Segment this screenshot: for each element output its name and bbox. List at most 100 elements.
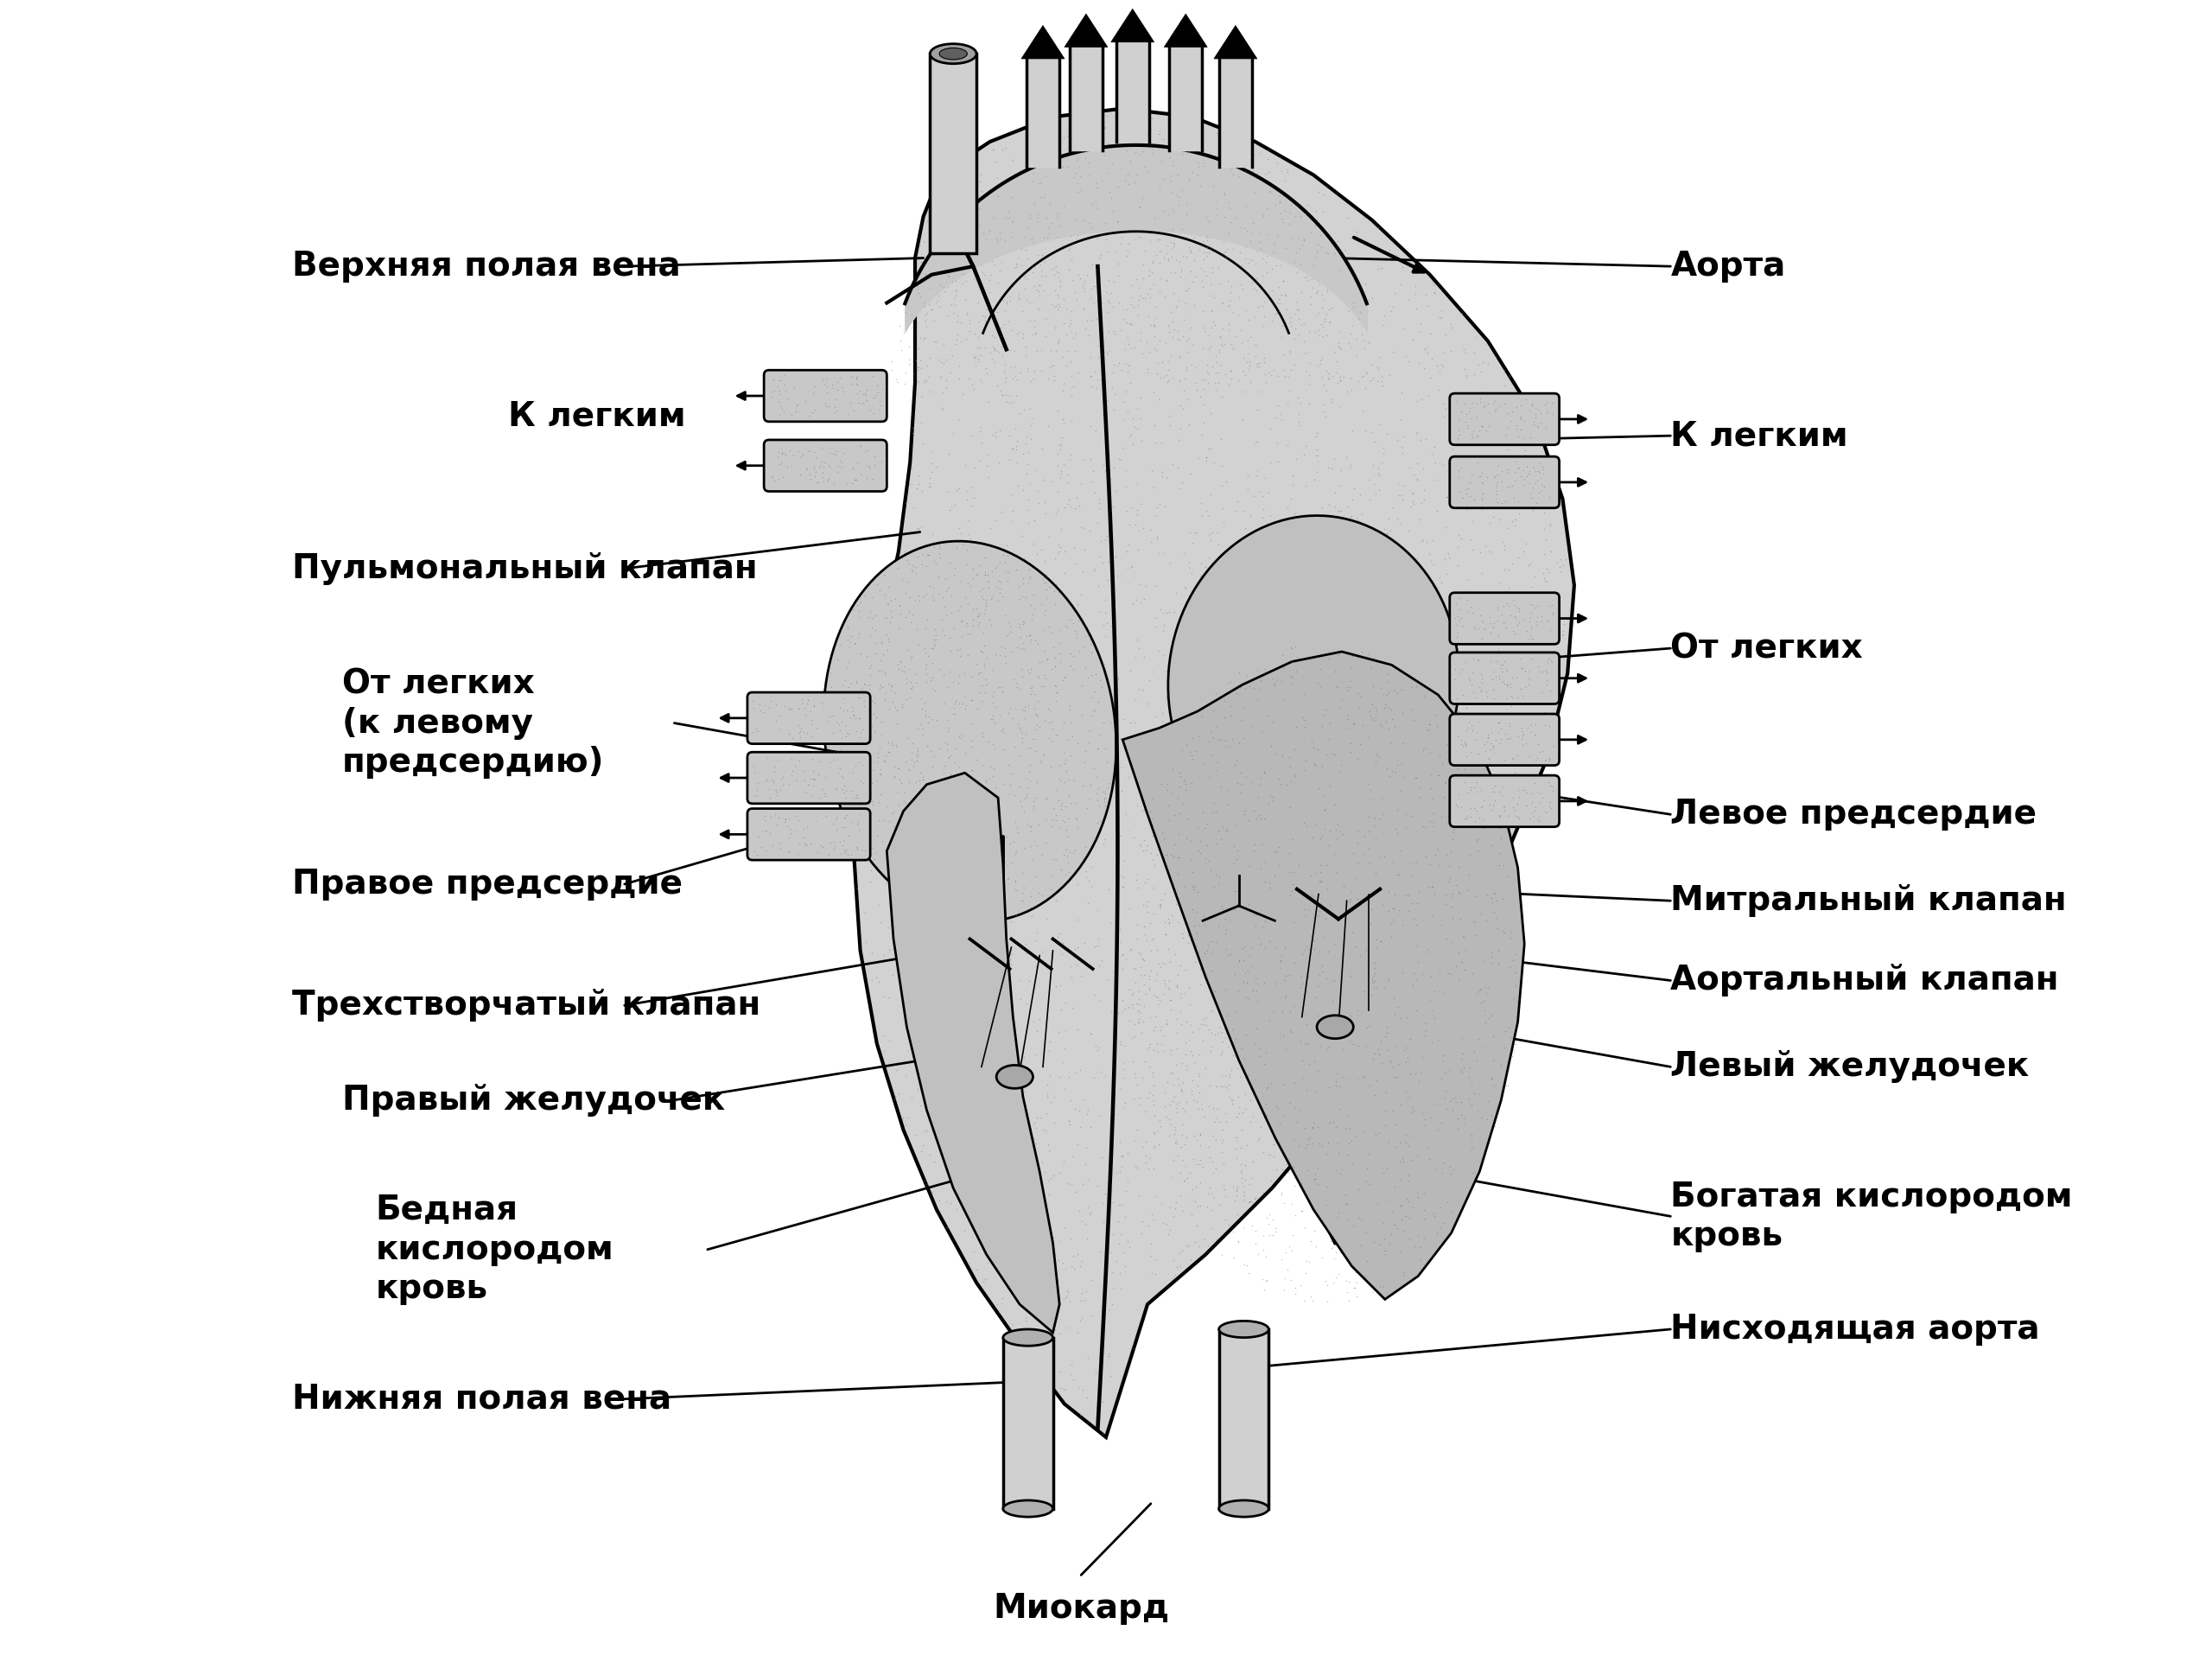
Point xyxy=(799,459,834,485)
Point xyxy=(1303,281,1338,307)
Point xyxy=(1360,354,1396,381)
Point xyxy=(969,863,1004,889)
Point xyxy=(1303,347,1338,374)
Point xyxy=(1491,632,1526,658)
Point xyxy=(1279,713,1314,740)
Point xyxy=(1073,286,1108,312)
Point xyxy=(1385,942,1420,969)
Point xyxy=(1144,765,1179,791)
Point xyxy=(1157,1261,1192,1288)
Point xyxy=(1004,608,1040,635)
Point xyxy=(1440,891,1475,917)
Point xyxy=(1325,525,1360,552)
Point xyxy=(1464,670,1500,696)
Point xyxy=(1422,853,1458,879)
Point xyxy=(1225,801,1261,828)
Point xyxy=(1119,861,1155,888)
Point xyxy=(1310,1140,1345,1167)
Point xyxy=(956,1060,991,1087)
Point xyxy=(1208,1207,1243,1233)
Point xyxy=(843,720,878,746)
Point xyxy=(1265,268,1301,294)
Point xyxy=(847,688,883,715)
Point xyxy=(1225,406,1261,432)
Point xyxy=(1391,1188,1427,1215)
Point xyxy=(933,760,969,786)
Point xyxy=(1400,1183,1436,1210)
Point xyxy=(1113,553,1148,580)
Point xyxy=(1270,1100,1305,1127)
Point xyxy=(1110,231,1146,258)
Point xyxy=(1164,259,1199,286)
Point xyxy=(1042,1360,1077,1386)
Point xyxy=(1031,1326,1066,1353)
Point xyxy=(1486,462,1522,489)
Point xyxy=(989,642,1024,668)
Point xyxy=(814,675,849,701)
Point xyxy=(1133,911,1168,937)
Point xyxy=(790,771,825,798)
Point xyxy=(1504,735,1540,761)
Point xyxy=(856,748,891,774)
Point xyxy=(1451,715,1486,741)
Point xyxy=(1259,838,1294,864)
Point xyxy=(1232,673,1267,700)
Point xyxy=(1367,691,1402,718)
Point xyxy=(1022,170,1057,196)
Point xyxy=(975,788,1011,814)
Point xyxy=(1009,720,1044,746)
Point xyxy=(1144,891,1179,917)
Point xyxy=(1121,274,1157,301)
Point xyxy=(1128,725,1164,751)
Point xyxy=(779,766,814,793)
Point xyxy=(1031,627,1066,653)
Point xyxy=(1172,1158,1208,1185)
Point xyxy=(1380,796,1416,823)
Point xyxy=(872,670,907,696)
Point xyxy=(1126,756,1161,783)
Point xyxy=(1020,883,1055,909)
Point xyxy=(1453,794,1489,821)
Point xyxy=(1301,1054,1336,1080)
Point xyxy=(816,746,852,773)
Point xyxy=(1237,838,1272,864)
Point xyxy=(1363,927,1398,954)
Point xyxy=(1126,947,1161,974)
Point xyxy=(1011,622,1046,648)
Point xyxy=(1237,553,1272,580)
Point xyxy=(1480,743,1515,770)
Point xyxy=(1254,932,1290,959)
Point xyxy=(1413,874,1449,901)
Point xyxy=(1203,826,1239,853)
Point xyxy=(964,856,1000,883)
Point xyxy=(900,715,936,741)
Point xyxy=(1097,957,1133,984)
Point xyxy=(984,673,1020,700)
Point xyxy=(1232,926,1267,952)
Point xyxy=(1371,897,1407,924)
Point xyxy=(1358,826,1394,853)
Point xyxy=(1040,199,1075,226)
Point xyxy=(1018,952,1053,979)
Point xyxy=(1431,914,1467,941)
Point xyxy=(1144,1014,1179,1040)
Point xyxy=(911,542,947,568)
Point xyxy=(1186,228,1221,254)
Point xyxy=(925,170,960,196)
Point xyxy=(783,686,818,713)
Point xyxy=(1006,892,1042,919)
Point xyxy=(1119,793,1155,819)
Point xyxy=(960,603,995,630)
Point xyxy=(993,618,1029,645)
Point xyxy=(964,429,1000,455)
Point xyxy=(1071,686,1106,713)
Point xyxy=(1048,665,1084,691)
Point xyxy=(1535,676,1571,703)
Point xyxy=(1206,239,1241,266)
Point xyxy=(1018,319,1053,346)
Point xyxy=(1349,771,1385,798)
Point xyxy=(1188,166,1223,193)
Point xyxy=(1502,598,1537,625)
Point xyxy=(1117,170,1152,196)
Point xyxy=(905,583,940,610)
